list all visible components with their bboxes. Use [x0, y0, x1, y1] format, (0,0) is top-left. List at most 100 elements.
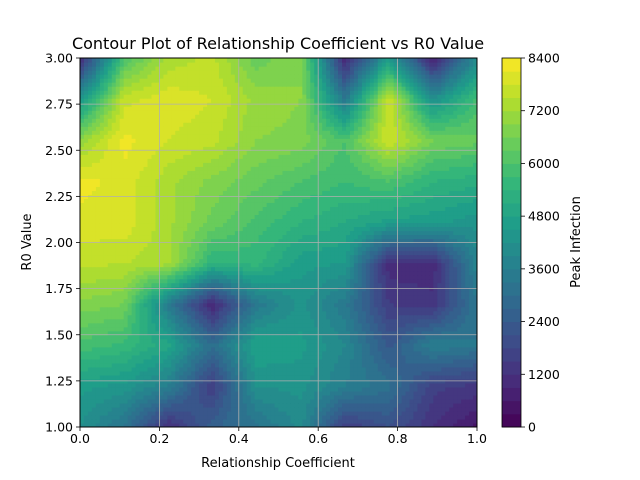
contour-cell	[306, 226, 311, 232]
contour-cell	[155, 322, 160, 328]
contour-cell	[413, 274, 419, 280]
contour-cell	[473, 306, 477, 312]
contour-cell	[147, 282, 153, 288]
contour-cell	[151, 298, 157, 304]
contour-cell	[441, 314, 446, 320]
contour-cell	[214, 266, 220, 272]
contour-cell	[211, 242, 216, 248]
contour-cell	[365, 334, 371, 340]
contour-cell	[338, 226, 343, 232]
contour-cell	[234, 282, 240, 288]
contour-cell	[95, 314, 101, 320]
contour-cell	[437, 390, 442, 396]
contour-cell	[187, 254, 192, 260]
contour-cell	[222, 282, 228, 288]
contour-cell	[361, 366, 367, 372]
contour-cell	[143, 230, 149, 236]
contour-cell	[167, 406, 172, 412]
contour-cell	[230, 390, 236, 396]
contour-cell	[258, 254, 264, 260]
contour-cell	[449, 394, 454, 400]
contour-cell	[345, 262, 351, 268]
contour-cell	[179, 322, 184, 328]
contour-cell	[139, 422, 145, 427]
contour-cell	[397, 338, 403, 344]
contour-cell	[318, 282, 323, 288]
contour-cell	[203, 350, 208, 356]
contour-cell	[159, 414, 164, 420]
contour-cell	[103, 230, 109, 236]
contour-cell	[119, 294, 125, 300]
contour-cell	[334, 370, 339, 376]
contour-cell	[377, 346, 383, 352]
contour-cell	[393, 250, 399, 256]
contour-cell	[222, 402, 228, 408]
contour-cell	[123, 414, 129, 420]
contour-cell	[83, 330, 89, 336]
contour-cell	[397, 306, 403, 312]
contour-cell	[369, 242, 375, 248]
contour-cell	[258, 298, 264, 304]
contour-cell	[278, 266, 284, 272]
contour-cell	[353, 362, 359, 368]
contour-cell	[453, 254, 458, 260]
contour-cell	[409, 366, 415, 372]
contour-cell	[361, 246, 367, 252]
contour-cell	[385, 266, 391, 272]
contour-cell	[175, 418, 180, 424]
contour-cell	[135, 398, 141, 404]
contour-cell	[278, 386, 284, 392]
contour-cell	[437, 274, 442, 280]
contour-cell	[389, 366, 395, 372]
contour-cell	[314, 254, 319, 260]
contour-cell	[322, 418, 327, 424]
contour-cell	[357, 266, 363, 272]
contour-cell	[302, 422, 307, 427]
contour-cell	[147, 402, 153, 408]
contour-cell	[310, 374, 315, 380]
contour-cell	[274, 270, 280, 276]
contour-cell	[294, 302, 299, 308]
contour-cell	[349, 330, 355, 336]
contour-cell	[417, 330, 423, 336]
contour-cell	[282, 334, 288, 340]
contour-cell	[429, 270, 434, 276]
contour-cell	[357, 414, 363, 420]
contour-cell	[302, 270, 307, 276]
contour-cell	[159, 246, 164, 252]
contour-cell	[187, 338, 192, 344]
contour-cell	[191, 318, 196, 324]
contour-cell	[353, 410, 359, 416]
contour-cell	[242, 266, 248, 272]
contour-cell	[266, 290, 272, 296]
contour-cell	[139, 390, 145, 396]
contour-cell	[314, 306, 319, 312]
contour-cell	[409, 266, 415, 272]
contour-cell	[453, 246, 458, 252]
contour-cell	[290, 346, 295, 352]
contour-cell	[385, 386, 391, 392]
contour-cell	[330, 298, 335, 304]
contour-cell	[338, 302, 343, 308]
contour-cell	[199, 318, 204, 324]
contour-cell	[330, 306, 335, 312]
contour-cell	[171, 342, 176, 348]
contour-cell	[433, 234, 438, 240]
contour-cell	[254, 318, 260, 324]
contour-cell	[473, 274, 477, 280]
contour-cell	[187, 266, 192, 272]
contour-cell	[385, 414, 391, 420]
contour-cell	[218, 338, 224, 344]
contour-cell	[421, 338, 426, 344]
contour-cell	[183, 322, 188, 328]
contour-cell	[421, 246, 426, 252]
contour-cell	[159, 402, 164, 408]
contour-cell	[338, 342, 343, 348]
contour-cell	[238, 302, 244, 308]
contour-cell	[211, 358, 216, 364]
contour-cell	[80, 334, 85, 340]
contour-cell	[345, 414, 351, 420]
contour-cell	[183, 270, 188, 276]
contour-cell	[473, 246, 477, 252]
contour-cell	[139, 418, 145, 424]
